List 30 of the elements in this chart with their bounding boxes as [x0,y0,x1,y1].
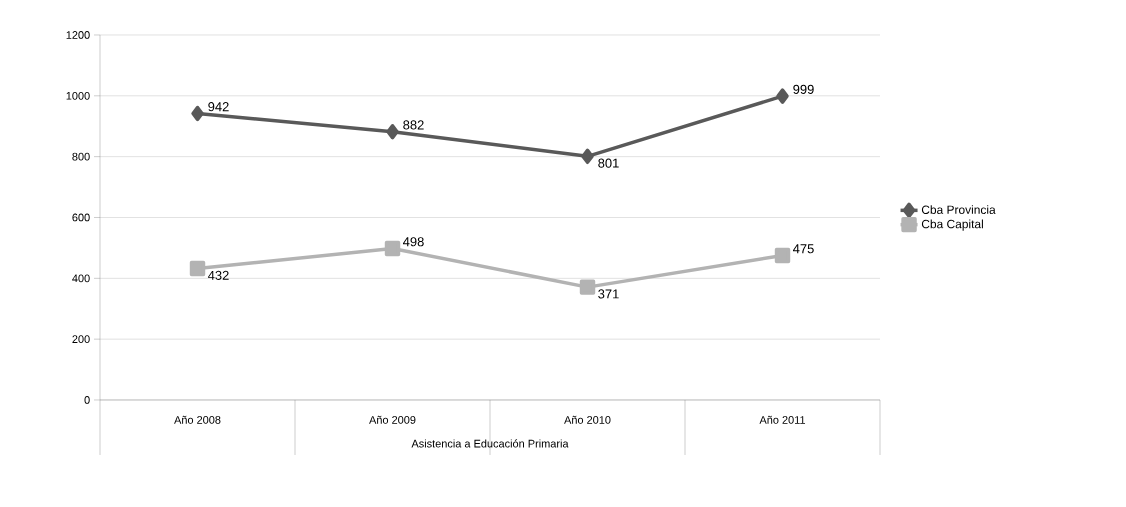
y-tick-label: 0 [84,396,90,404]
y-tick-label: 600 [72,213,90,222]
data-label: 801 [598,158,619,168]
x-tick-label: Año 2009 [369,415,416,424]
data-label: 432 [208,270,229,280]
x-tick-label: Año 2011 [759,415,806,424]
data-label: 882 [403,120,424,130]
x-tick-label: Año 2008 [174,415,221,424]
data-label: 371 [598,289,619,299]
point [776,88,789,104]
point [384,240,401,257]
y-tick-label: 400 [72,274,90,283]
x-tick-label: Año 2010 [564,415,611,424]
data-label: 498 [403,237,424,247]
y-tick-label: 1200 [66,31,90,39]
x-axis-title: Asistencia a Educación Primaria [411,439,569,448]
point [579,279,596,295]
data-label: 999 [793,84,814,94]
y-tick-label: 1000 [66,91,90,100]
point [386,123,399,140]
legend-label: Cba Provincia [921,205,996,214]
point [774,247,791,264]
data-label: 475 [793,244,814,254]
y-tick-label: 800 [72,152,90,161]
point [581,148,594,165]
data-label: 942 [208,102,229,112]
point [189,260,206,277]
point [191,105,204,122]
legend-label: Cba Capital [921,219,983,231]
y-tick-label: 200 [72,335,90,344]
